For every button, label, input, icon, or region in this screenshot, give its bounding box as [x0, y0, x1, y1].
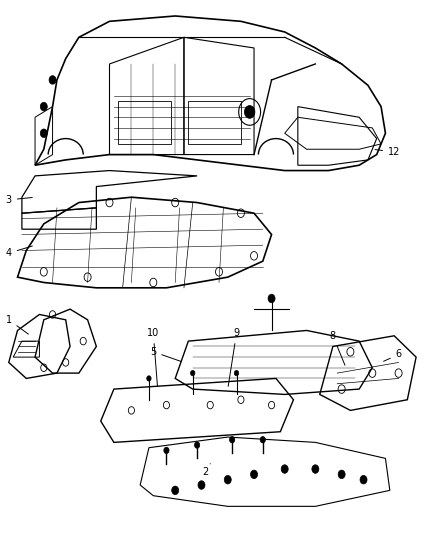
Circle shape [281, 465, 288, 473]
Circle shape [198, 481, 205, 489]
Bar [118, 101, 171, 144]
Circle shape [172, 486, 179, 495]
Circle shape [312, 465, 319, 473]
Circle shape [338, 470, 345, 479]
Text: 1: 1 [6, 315, 28, 334]
Circle shape [40, 129, 47, 138]
Text: 10: 10 [147, 328, 159, 386]
Circle shape [40, 102, 47, 111]
Text: 6: 6 [384, 350, 402, 361]
Circle shape [234, 370, 239, 376]
Circle shape [251, 470, 258, 479]
Circle shape [268, 294, 275, 303]
Bar [188, 101, 241, 144]
Circle shape [360, 475, 367, 484]
Circle shape [224, 475, 231, 484]
Circle shape [191, 370, 195, 376]
Text: 9: 9 [228, 328, 240, 386]
Text: 8: 8 [330, 331, 345, 365]
Text: 12: 12 [375, 147, 400, 157]
Circle shape [194, 442, 200, 448]
Circle shape [230, 437, 235, 443]
Text: 4: 4 [6, 246, 32, 258]
Circle shape [147, 376, 151, 381]
Text: 2: 2 [203, 464, 210, 477]
Text: 5: 5 [150, 347, 181, 361]
Circle shape [244, 106, 255, 118]
Circle shape [164, 447, 169, 454]
Text: 3: 3 [6, 195, 32, 205]
Circle shape [260, 437, 265, 443]
Circle shape [49, 76, 56, 84]
